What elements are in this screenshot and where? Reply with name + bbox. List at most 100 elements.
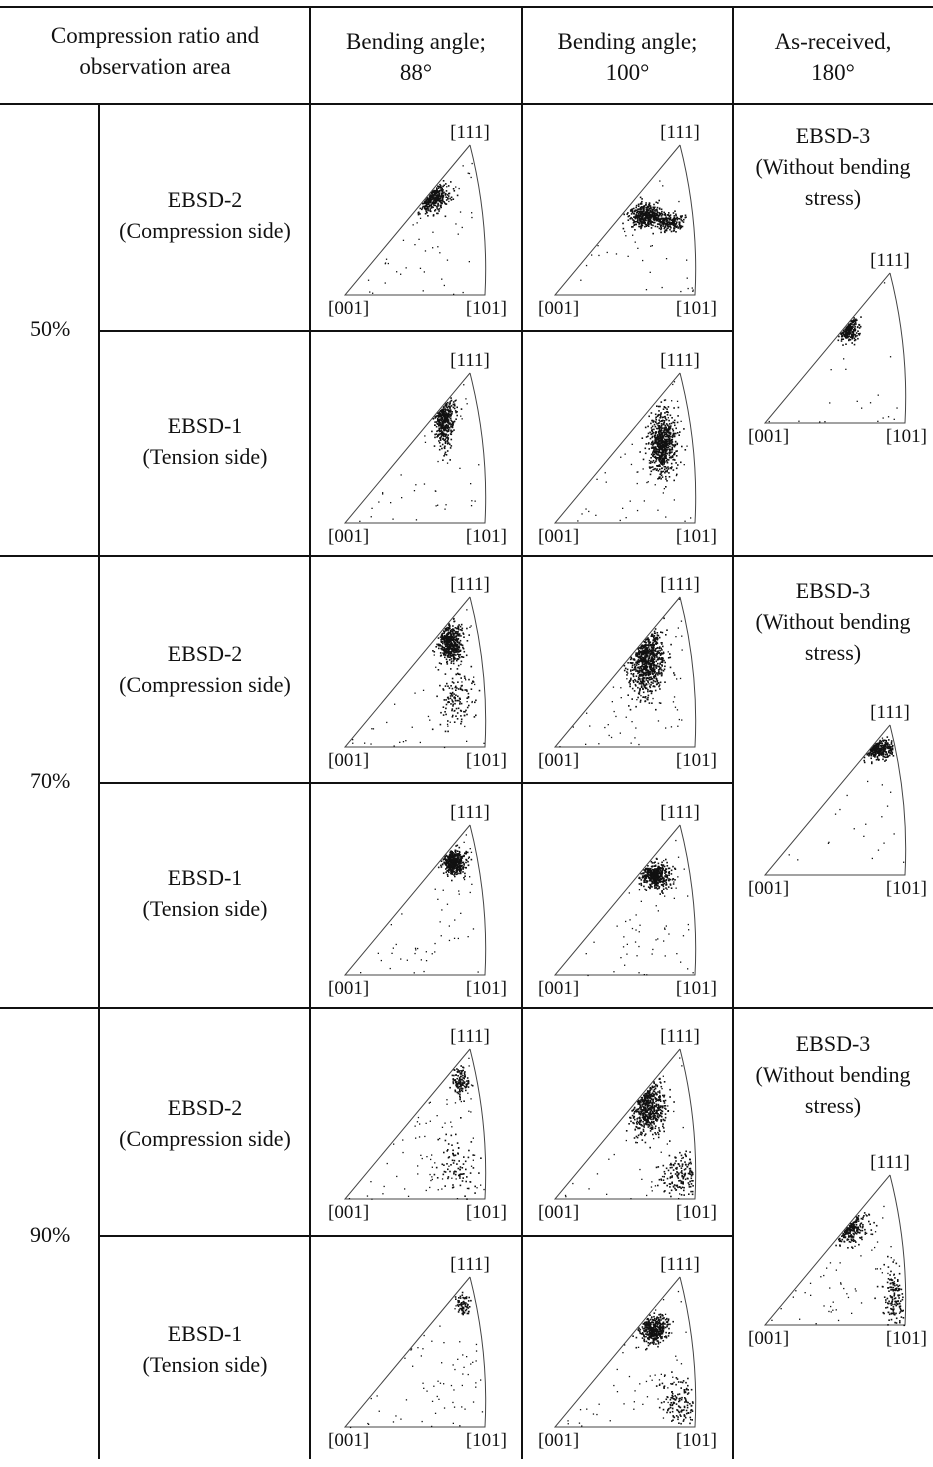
pole-label: [111] [660,802,700,823]
stereographic-triangle [765,273,906,423]
inverse-pole-figure: [111][001][101] [745,690,930,915]
as-received-caption: EBSD-3 (Without bending stress) [733,120,933,213]
pole-label: [111] [870,250,910,271]
inverse-pole-figure: [111] [001] [101] [535,1242,720,1467]
as-received-caption: EBSD-3 (Without bending stress) [733,575,933,668]
pole-label: [111] [450,122,490,143]
pole-label: [001] [748,878,789,899]
pole-label: [111] [660,122,700,143]
pole-label: [101] [676,526,717,547]
pole-label: [001] [538,526,579,547]
pole-label: [001] [538,978,579,999]
area-sub: (Compression side) [100,1123,310,1154]
pole-label: [111] [660,574,700,595]
pole-label: [001] [328,1202,369,1223]
pole-label: [101] [886,878,927,899]
stereographic-triangle [555,597,696,747]
area-sub: (Compression side) [100,669,310,700]
pole-label: [001] [328,978,369,999]
orientation-points [769,282,898,422]
stereographic-triangle [345,825,486,975]
inverse-pole-figure: [111][001][101] [535,338,720,563]
orientation-points [789,736,905,863]
orientation-points [349,1058,485,1200]
area-cell-tension: EBSD-1 (Tension side) [100,1318,310,1380]
pole-label: [111] [660,1254,700,1275]
area-cell-tension: EBSD-1 (Tension side) [100,862,310,924]
orientation-points [771,1206,905,1326]
inverse-pole-figure: [111][001][101] [325,110,510,335]
stereographic-triangle [765,1175,906,1325]
pole-label: [001] [328,750,369,771]
pole-label: [101] [466,1430,507,1451]
pole-label: [101] [676,298,717,319]
header-bending-88: Bending angle; 88° [310,26,522,88]
inverse-pole-figure: [111][001][101] [325,790,510,1015]
area-name: EBSD-3 [733,1028,933,1059]
pole-label: [101] [466,1202,507,1223]
area-sub: stress) [733,1090,933,1121]
pole-label: [101] [466,978,507,999]
as-received-caption: EBSD-3 (Without bending stress) [733,1028,933,1121]
header-bending-100: Bending angle; 100° [522,26,733,88]
area-cell-compression: EBSD-2 (Compression side) [100,1092,310,1154]
area-name: EBSD-1 [100,862,310,893]
pole-label: [101] [886,1328,927,1349]
area-name: EBSD-3 [733,120,933,151]
pole-label: [001] [538,298,579,319]
pole-label: [001] [328,1430,369,1451]
orientation-points [352,609,485,748]
pole-label: [101] [466,750,507,771]
inverse-pole-figure: [111] [001] [101] [535,562,720,787]
pole-label: [001] [328,298,369,319]
pole-label: [111] [870,1152,910,1173]
area-cell-compression: EBSD-2 (Compression side) [100,184,310,246]
area-sub: (Tension side) [100,441,310,472]
area-sub: (Without bending [733,1059,933,1090]
area-cell-tension: EBSD-1 (Tension side) [100,410,310,472]
pole-label: [101] [676,978,717,999]
header-text: 180° [733,57,933,88]
orientation-points [559,599,683,748]
orientation-points [567,1291,693,1427]
area-cell-compression: EBSD-2 (Compression side) [100,638,310,700]
area-name: EBSD-2 [100,1092,310,1123]
pole-label: [001] [538,1202,579,1223]
pole-label: [111] [450,574,490,595]
area-sub: stress) [733,182,933,213]
area-sub: (Without bending [733,151,933,182]
pole-label: [001] [538,1430,579,1451]
pole-label: [111] [450,1026,490,1047]
ratio-label: 70% [30,768,70,794]
pole-label: [111] [450,1254,490,1275]
orientation-points [350,1292,483,1428]
inverse-pole-figure: [111] [001] [101] [325,562,510,787]
orientation-points [368,163,473,295]
stereographic-triangle [345,373,486,523]
inverse-pole-figure: [111] [001] [101] [325,1014,510,1239]
area-sub: (Tension side) [100,893,310,924]
area-sub: (Compression side) [100,215,310,246]
stereographic-triangle [555,1277,696,1427]
orientation-points [586,840,694,976]
header-text: Bending angle; [522,26,733,57]
ratio-label: 50% [30,316,70,342]
pole-label: [001] [538,750,579,771]
pole-label: [101] [676,1202,717,1223]
header-text: observation area [0,51,310,82]
pole-label: [001] [328,526,369,547]
orientation-points [360,834,479,973]
stereographic-triangle [555,825,696,975]
stereographic-triangle [555,1049,696,1199]
orientation-points [359,384,479,522]
header-text: 100° [522,57,733,88]
pole-label: [111] [660,1026,700,1047]
pole-label: [101] [676,1430,717,1451]
pole-label: [101] [676,750,717,771]
area-sub: (Tension side) [100,1349,310,1380]
stereographic-triangle [345,1277,486,1427]
header-text: 88° [310,57,522,88]
inverse-pole-figure: [111][001][101] [745,1140,930,1365]
area-name: EBSD-2 [100,184,310,215]
area-sub: stress) [733,637,933,668]
